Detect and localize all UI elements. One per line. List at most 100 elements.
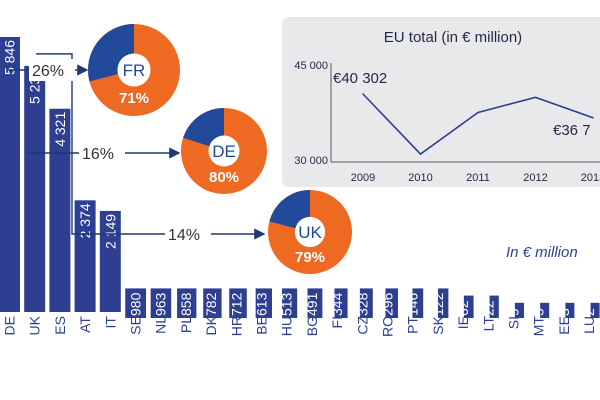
category-label-be: BE bbox=[254, 316, 270, 335]
value-label-nl: 963 bbox=[153, 292, 169, 316]
annotation-2013-value: €36 7 bbox=[553, 122, 591, 139]
bar-lt bbox=[489, 295, 499, 318]
uk-country-code: UK bbox=[298, 223, 322, 242]
category-label-dk: DK bbox=[203, 315, 219, 335]
value-label-ee: 3 bbox=[556, 308, 572, 316]
bar-pt bbox=[412, 288, 424, 318]
de-arrow-label-bg bbox=[79, 142, 125, 164]
bar-hr bbox=[229, 288, 247, 318]
bar-mt bbox=[540, 302, 550, 318]
bar-fi bbox=[334, 288, 348, 318]
value-label-se: 980 bbox=[128, 292, 144, 316]
category-label-pt: PT bbox=[405, 316, 421, 334]
value-label-cz: 328 bbox=[354, 292, 370, 316]
de-arrow-label: 16% bbox=[82, 146, 114, 163]
bar-es bbox=[49, 108, 71, 312]
category-label-ee: EE bbox=[556, 316, 572, 335]
bar-at bbox=[74, 200, 96, 312]
units-label: In € million bbox=[506, 244, 578, 261]
fr-arrow-label: 26% bbox=[32, 63, 64, 80]
eu-total-point-2010 bbox=[419, 153, 422, 155]
eu-total-point-2009 bbox=[362, 93, 364, 95]
y-tick-label-45000: 45 000 bbox=[294, 60, 328, 72]
category-label-pl: PL bbox=[178, 316, 194, 333]
de-share-label: 80% bbox=[209, 169, 239, 186]
category-label-uk: UK bbox=[27, 315, 43, 335]
value-label-hr: 712 bbox=[228, 292, 244, 316]
category-label-hr: HR bbox=[228, 316, 244, 336]
bar-it bbox=[99, 210, 121, 312]
bar-pl bbox=[177, 288, 197, 318]
value-label-lu: 2 bbox=[581, 308, 597, 316]
value-label-de: 5 846 bbox=[2, 40, 18, 75]
bar-hu bbox=[282, 288, 298, 318]
value-label-be: 613 bbox=[254, 292, 270, 316]
value-label-hu: 513 bbox=[279, 292, 295, 316]
bar-cz bbox=[359, 288, 373, 318]
category-label-ro: RO bbox=[380, 316, 396, 337]
eu-total-title: EU total (in € million) bbox=[384, 29, 522, 46]
value-label-at: 2 374 bbox=[77, 203, 93, 238]
value-label-pl: 858 bbox=[178, 292, 194, 316]
category-label-lt: LT bbox=[480, 316, 496, 332]
category-label-si: SI bbox=[506, 316, 522, 329]
category-label-sk: SK bbox=[430, 315, 446, 334]
eu-total-point-2013 bbox=[592, 116, 594, 119]
bar-be bbox=[255, 288, 272, 318]
eu-total-panel: EU total (in € million) 45 000 30 000 20… bbox=[282, 17, 600, 187]
bar-sk bbox=[437, 288, 449, 318]
category-label-de: DE bbox=[2, 316, 18, 335]
category-label-it: IT bbox=[102, 316, 118, 329]
de-pie-center bbox=[208, 135, 240, 167]
category-label-bg: BG bbox=[304, 316, 320, 336]
fr-arrow-label-bg bbox=[29, 59, 75, 81]
category-label-se: SE bbox=[128, 316, 144, 335]
eu-total-panel-background bbox=[282, 17, 600, 187]
bar-dk bbox=[203, 288, 222, 318]
x-tick-label-2012: 2012 bbox=[523, 172, 547, 184]
value-label-sk: 122 bbox=[430, 292, 446, 316]
bar-ee bbox=[565, 302, 575, 318]
bar-si bbox=[514, 302, 524, 318]
bar-ro bbox=[385, 288, 398, 318]
category-label-at: AT bbox=[77, 316, 93, 333]
uk-arrow-label: 14% bbox=[168, 227, 200, 244]
value-label-mt: 5 bbox=[531, 308, 547, 316]
category-label-cz: CZ bbox=[354, 316, 370, 335]
fr-pie-center bbox=[117, 53, 151, 87]
value-label-lt: 22 bbox=[480, 300, 496, 316]
value-label-bg: 491 bbox=[304, 292, 320, 316]
uk-pie-center bbox=[294, 216, 326, 248]
bar-uk bbox=[24, 65, 46, 312]
value-label-pt: 146 bbox=[405, 292, 421, 316]
bar-nl bbox=[150, 288, 172, 318]
x-tick-label-2013: 2013 bbox=[581, 172, 600, 184]
bar-bg bbox=[307, 288, 323, 318]
annotation-2009-value: €40 302 bbox=[333, 70, 387, 87]
bar-lu bbox=[590, 302, 600, 318]
category-label-fi: FI bbox=[329, 316, 345, 328]
category-label-nl: NL bbox=[153, 316, 169, 334]
uk-arrow-label-bg bbox=[165, 223, 211, 245]
category-label-ie: IE bbox=[455, 316, 471, 329]
x-tick-labels: 2009 2010 2011 2012 2013 bbox=[351, 172, 600, 184]
category-label-mt: MT bbox=[531, 316, 547, 337]
bar-de bbox=[0, 37, 20, 312]
category-label-hu: HU bbox=[279, 316, 295, 336]
eu-total-point-2011 bbox=[477, 111, 479, 114]
fr-share-label: 71% bbox=[119, 90, 149, 107]
value-label-ro: 296 bbox=[380, 292, 396, 316]
value-label-dk: 782 bbox=[203, 292, 219, 316]
value-label-si: 9 bbox=[506, 308, 522, 316]
y-tick-label-30000: 30 000 bbox=[294, 155, 328, 167]
de-country-code: DE bbox=[212, 142, 236, 161]
x-tick-label-2009: 2009 bbox=[351, 172, 375, 184]
x-tick-label-2011: 2011 bbox=[466, 172, 490, 184]
bar-ie bbox=[463, 295, 474, 318]
value-label-ie: 62 bbox=[455, 300, 471, 316]
x-tick-label-2010: 2010 bbox=[408, 172, 432, 184]
value-label-es: 4 321 bbox=[52, 112, 68, 147]
eu-total-line-layer bbox=[362, 93, 594, 156]
